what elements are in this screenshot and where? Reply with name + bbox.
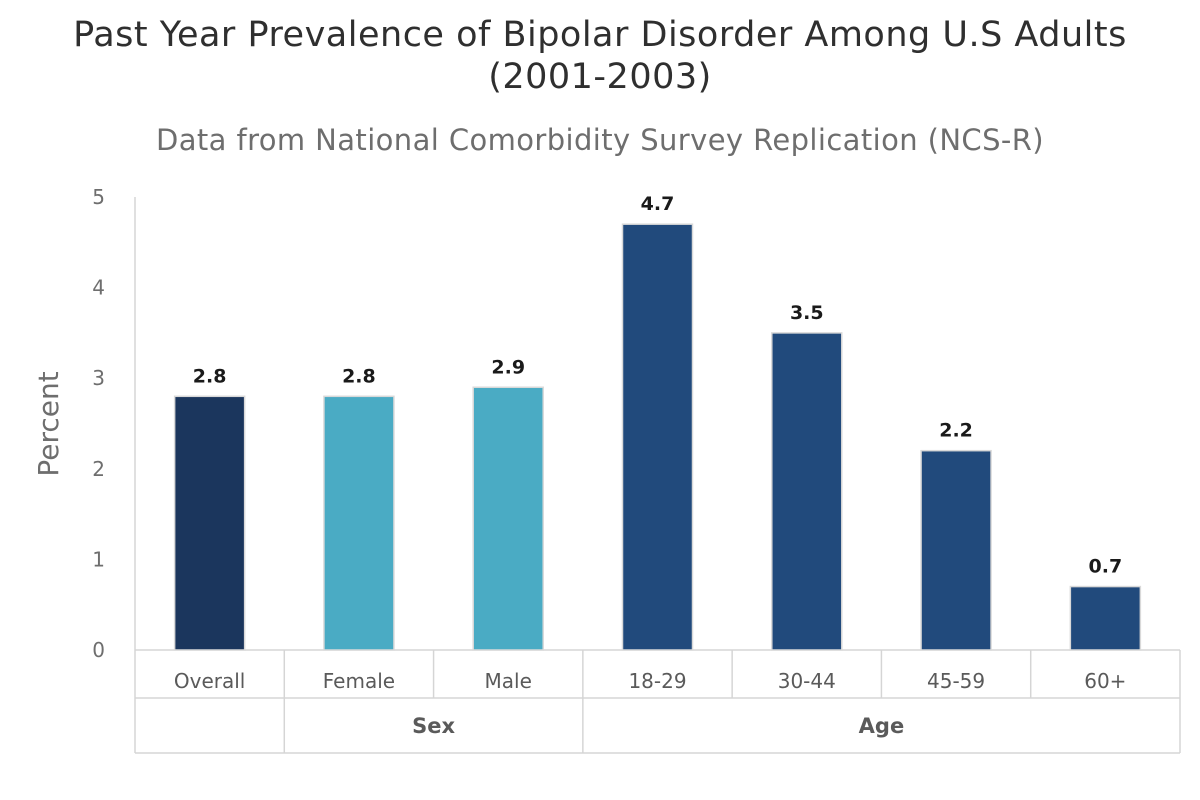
y-tick-label: 0 (92, 638, 105, 662)
y-tick-label: 3 (92, 366, 105, 390)
chart-labels: Sex Age 2.8 Overall 2.8 Female 2.9 Male 4.7 18-29… (174, 193, 1127, 738)
x-tick-label: 45-59 (927, 669, 985, 693)
y-tick-label: 4 (92, 276, 105, 300)
bar-18-29 (621, 223, 694, 651)
data-label: 2.9 (491, 356, 525, 378)
y-tick-label: 1 (92, 547, 105, 571)
data-label: 3.5 (790, 302, 824, 324)
chart-subtitle: Data from National Comorbidity Survey Re… (156, 123, 1044, 157)
data-label: 2.8 (342, 365, 376, 387)
group-label-age: Age (859, 714, 905, 738)
chart-bars (173, 223, 1142, 651)
x-tick-label: Overall (174, 669, 245, 693)
data-label: 2.2 (939, 420, 973, 442)
bar-60- (1069, 585, 1142, 651)
y-axis-label: Percent (32, 371, 65, 476)
data-label: 4.7 (641, 193, 675, 215)
y-tick-label: 5 (92, 185, 105, 209)
bar-45-59 (920, 449, 992, 651)
bar-male (472, 386, 544, 651)
chart-title-line-2: (2001-2003) (488, 57, 712, 97)
chart-title-line-1: Past Year Prevalence of Bipolar Disorder… (73, 15, 1127, 55)
bar-30-44 (771, 332, 843, 651)
x-tick-label: 30-44 (778, 669, 836, 693)
x-tick-label: 18-29 (628, 669, 686, 693)
chart-axes: 0 1 2 3 4 5 (92, 185, 1181, 754)
x-tick-label: Male (485, 669, 532, 693)
bar-overall (173, 395, 246, 651)
x-tick-label: Female (323, 669, 395, 693)
x-tick-label: 60+ (1084, 669, 1126, 693)
chart-title: Past Year Prevalence of Bipolar Disorder… (0, 14, 1200, 98)
data-label: 0.7 (1089, 556, 1123, 578)
data-label: 2.8 (193, 365, 227, 387)
bar-female (323, 395, 395, 651)
group-label-sex: Sex (412, 714, 455, 738)
y-tick-label: 2 (92, 457, 105, 481)
